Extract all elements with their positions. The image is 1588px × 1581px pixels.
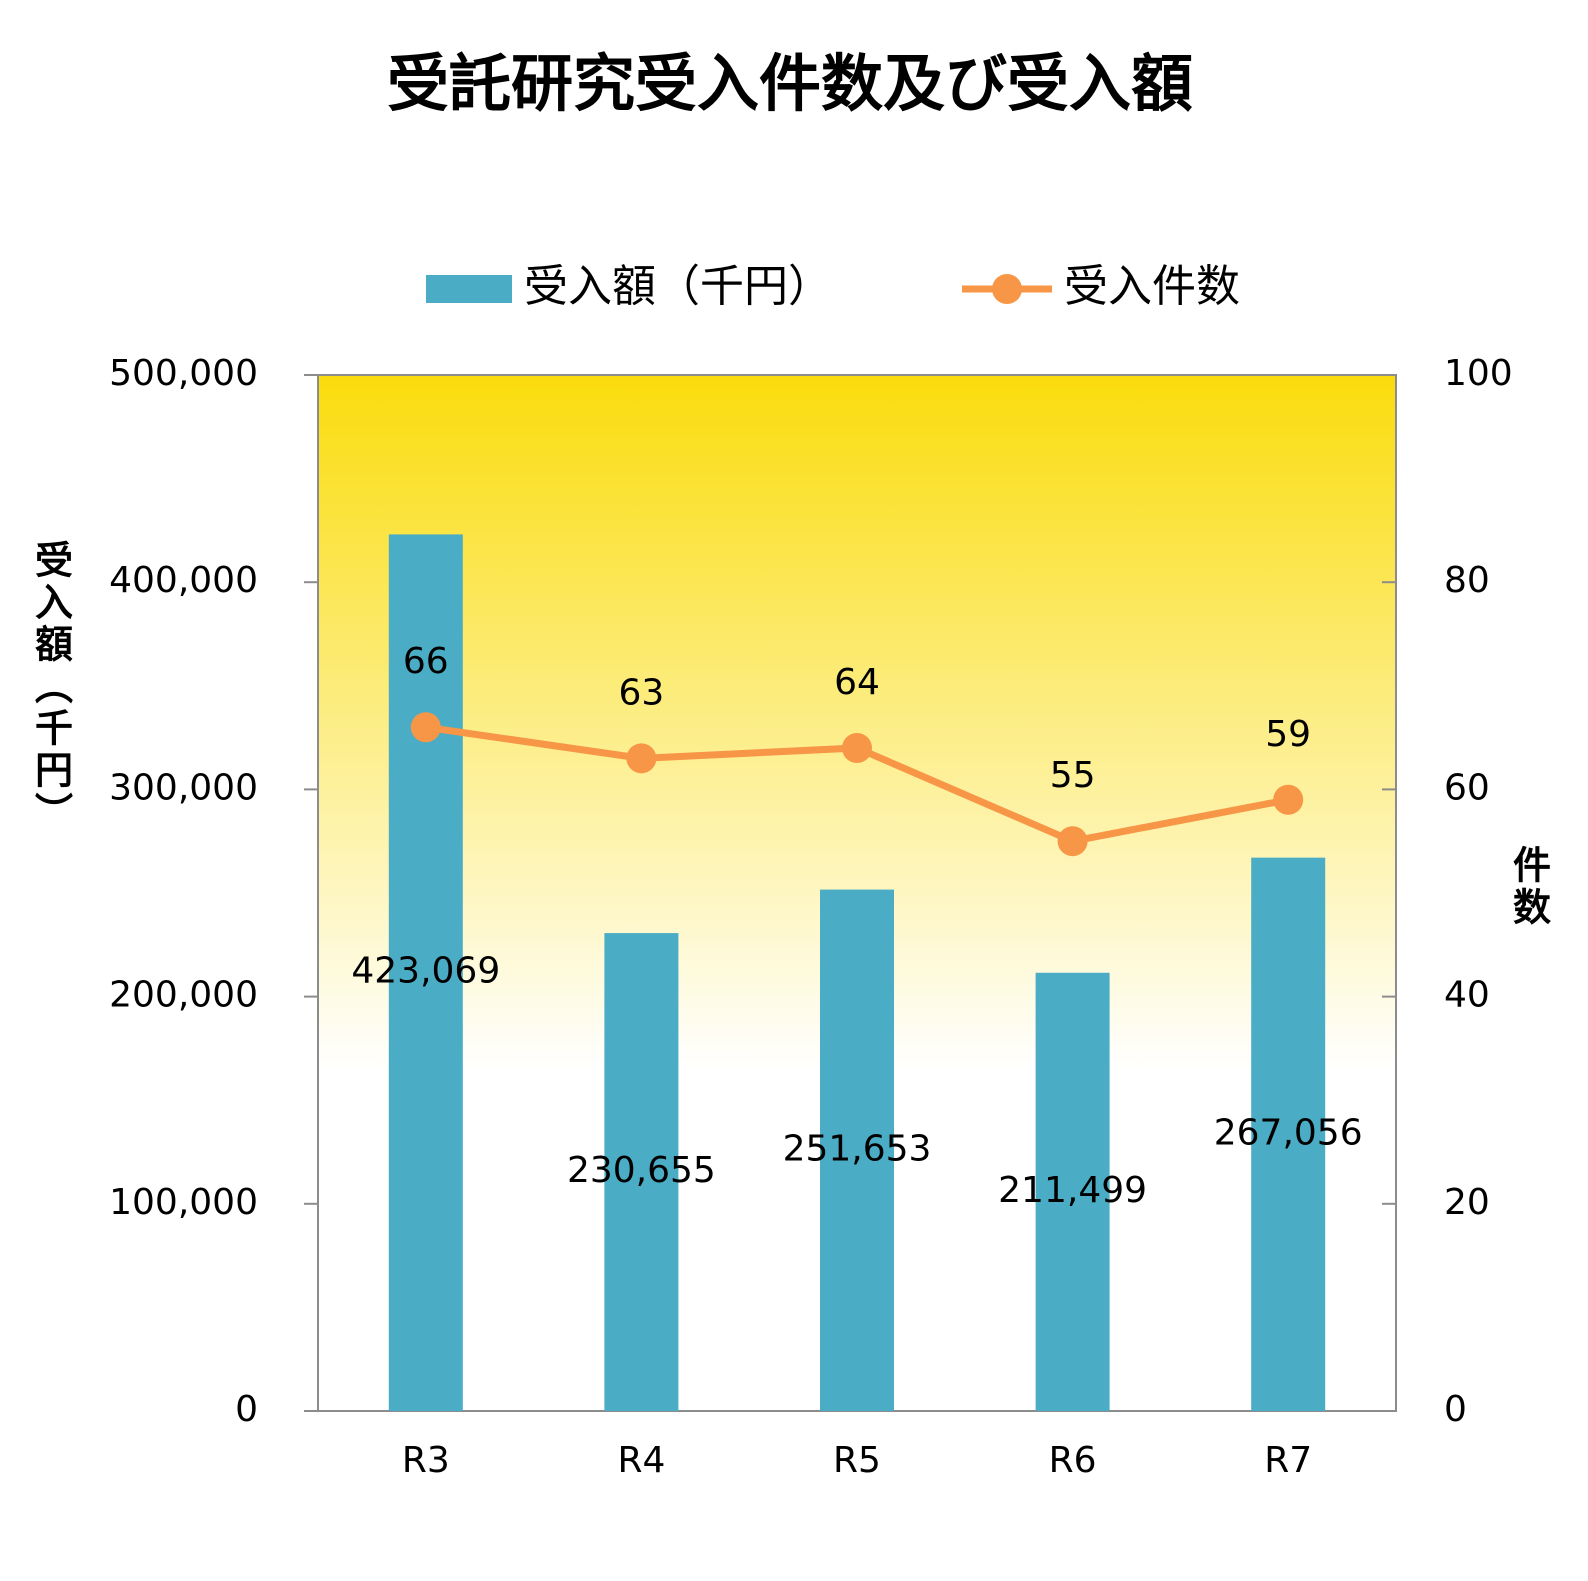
chart-title: 受託研究受入件数及び受入額: [387, 47, 1193, 120]
bar: [1251, 857, 1326, 1411]
legend-label: 受入件数: [1064, 261, 1240, 312]
bar-value-label: 267,056: [1214, 1112, 1363, 1153]
bar: [820, 889, 894, 1411]
line-value-label: 64: [834, 662, 880, 703]
line-marker: [626, 743, 657, 774]
line-value-label: 63: [618, 672, 664, 713]
y2-tick-label: 100: [1444, 353, 1513, 394]
y-tick-label: 100,000: [109, 1182, 258, 1223]
bar: [604, 933, 679, 1411]
line-value-label: 55: [1050, 755, 1096, 796]
line-value-label: 66: [403, 641, 449, 682]
y-tick-label: 200,000: [109, 975, 258, 1016]
x-tick-label: R7: [1264, 1440, 1312, 1481]
x-tick-label: R6: [1049, 1440, 1097, 1481]
x-tick-label: R3: [402, 1440, 450, 1481]
y2-tick-label: 60: [1444, 767, 1490, 808]
y2-tick-label: 40: [1444, 975, 1490, 1016]
x-tick-label: R5: [833, 1440, 881, 1481]
y2-tick-label: 20: [1444, 1182, 1490, 1223]
y-tick-label: 300,000: [109, 767, 258, 808]
bar: [388, 534, 463, 1411]
y-tick-label: 0: [235, 1389, 258, 1430]
bar-value-label: 423,069: [351, 951, 500, 992]
y2-axis-title: 件数: [1507, 845, 1551, 929]
legend-swatch: [426, 275, 512, 303]
x-tick-label: R4: [617, 1440, 665, 1481]
y2-tick-label: 0: [1444, 1389, 1467, 1430]
line-marker: [842, 732, 872, 763]
bar-value-label: 251,653: [783, 1128, 932, 1169]
legend-swatch: [992, 274, 1022, 304]
line-value-label: 59: [1265, 714, 1311, 755]
y-tick-label: 400,000: [109, 560, 258, 601]
y-axis-title: 受入額（千円）: [29, 540, 73, 834]
line-marker: [1057, 826, 1088, 857]
y2-tick-label: 80: [1444, 560, 1490, 601]
bar-value-label: 230,655: [567, 1150, 716, 1191]
y-tick-label: 500,000: [109, 353, 258, 394]
line-marker: [410, 712, 441, 743]
legend-label: 受入額（千円）: [524, 261, 832, 312]
bar: [1035, 972, 1110, 1411]
line-marker: [1273, 784, 1304, 815]
bar-value-label: 211,499: [998, 1170, 1147, 1211]
